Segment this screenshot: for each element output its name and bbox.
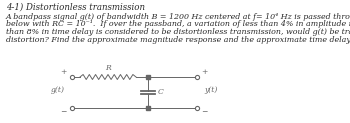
Text: −: − [61,108,67,116]
Text: R: R [105,64,111,72]
Text: distortion? Find the approximate magnitude response and the approximate time del: distortion? Find the approximate magnitu… [6,36,350,44]
Text: A bandpass signal g(t) of bandwidth B = 1200 Hz centered at f= 10⁴ Hz is passed : A bandpass signal g(t) of bandwidth B = … [6,13,350,21]
Text: C: C [158,89,164,97]
Text: than 8% in time delay is considered to be distortionless transmission, would g(t: than 8% in time delay is considered to b… [6,28,350,36]
Text: g(t): g(t) [51,86,65,94]
Text: 4-1) Distortionless transmission: 4-1) Distortionless transmission [6,3,145,12]
Text: +: + [61,68,67,76]
Text: +: + [201,68,207,76]
Text: −: − [201,108,207,116]
Text: y(t): y(t) [204,86,218,94]
Text: below with RC = 10⁻¹.  If over the passband, a variation of less than 4% in ampl: below with RC = 10⁻¹. If over the passba… [6,21,350,29]
